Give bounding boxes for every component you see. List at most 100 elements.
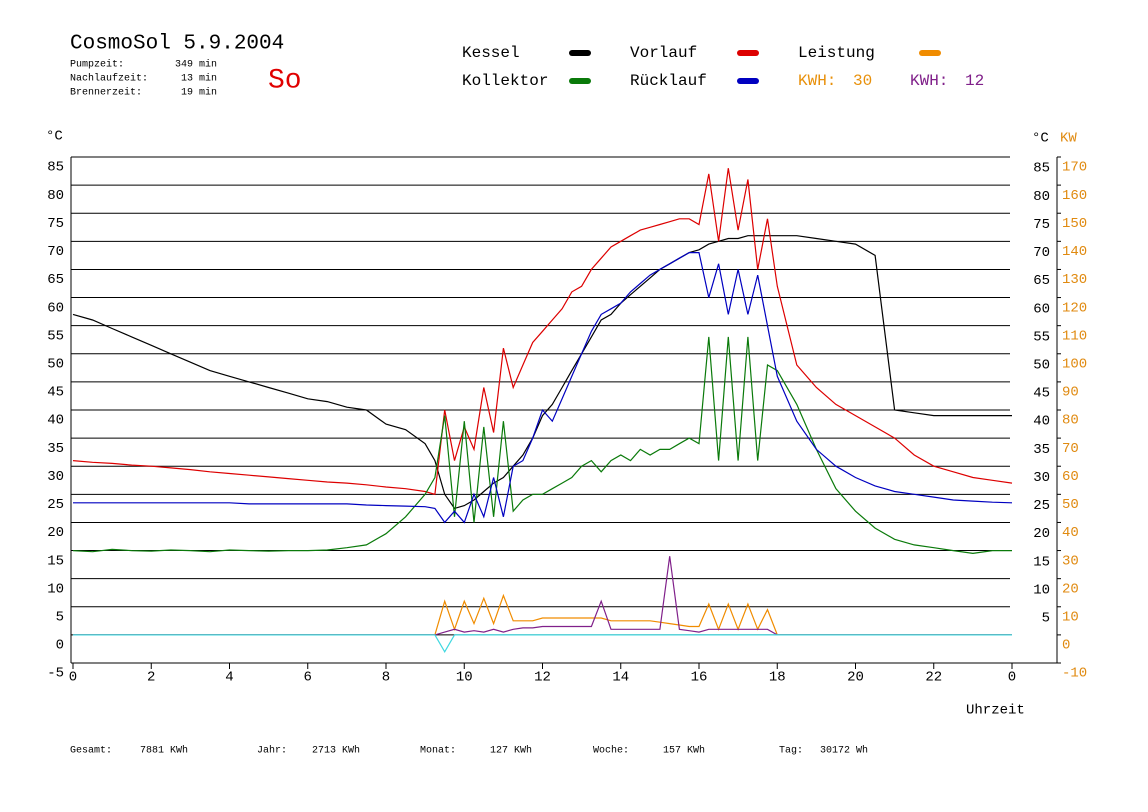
y2-tick-label: 130	[1062, 272, 1087, 288]
total-value: 7881 KWh	[140, 745, 188, 757]
series-line	[72, 336, 1012, 555]
total-label: Monat:	[420, 746, 456, 757]
kwh-value: 30	[853, 72, 872, 90]
y2-tick-label: 90	[1062, 385, 1079, 401]
y-tick-label-right: 65	[1033, 273, 1050, 289]
y-tick-label: 30	[47, 469, 64, 485]
y-tick-label-right: 40	[1033, 414, 1050, 430]
y2-tick-label: 120	[1062, 300, 1087, 316]
y2-tick-label: 150	[1062, 216, 1087, 232]
total-label: Woche:	[593, 745, 629, 757]
x-tick-label: 12	[534, 670, 551, 686]
x-tick-label: 2	[147, 670, 155, 686]
y-tick-label-right: 30	[1033, 470, 1050, 486]
legend-label: Leistung	[798, 44, 875, 62]
y2-tick-label: -10	[1062, 666, 1087, 682]
total-value: 127 KWh	[490, 745, 532, 757]
kwh-label: KWH:	[910, 72, 948, 90]
y-axis-label: °C	[46, 129, 63, 145]
x-tick-label: 8	[382, 670, 390, 686]
y2-tick-label: 140	[1062, 244, 1087, 260]
legend-label: Kessel	[462, 44, 520, 62]
series-line	[73, 634, 1012, 653]
info-label: Nachlaufzeit:	[70, 73, 148, 85]
legend-label: Vorlauf	[630, 44, 697, 62]
series-line	[73, 556, 1012, 636]
x-tick-label: 20	[847, 670, 864, 686]
y2-tick-label: 20	[1062, 581, 1079, 597]
y-tick-label-right: 25	[1033, 498, 1050, 514]
y-tick-label-right: 70	[1033, 245, 1050, 261]
y-tick-label-right: 60	[1033, 301, 1050, 317]
y-tick-label: 75	[47, 216, 64, 232]
info-value: 349 min	[175, 59, 217, 71]
y-tick-label-right: 10	[1033, 582, 1050, 598]
total-value: 2713 KWh	[312, 745, 360, 757]
x-axis-label: Uhrzeit	[966, 703, 1025, 719]
legend-label: Kollektor	[462, 72, 548, 90]
x-tick-label: 6	[304, 670, 312, 686]
total-label: Gesamt:	[70, 746, 112, 757]
y2-axis-label: KW	[1060, 131, 1077, 147]
x-tick-label: 10	[456, 670, 473, 686]
series-line	[73, 593, 1012, 636]
y2-tick-label: 110	[1062, 328, 1087, 344]
y2-tick-label: 0	[1062, 638, 1070, 654]
total-label: Jahr:	[257, 745, 287, 757]
y-tick-label: 10	[47, 581, 64, 597]
y-tick-label-right: 85	[1033, 161, 1050, 177]
y-tick-label-right: 20	[1033, 526, 1050, 542]
x-tick-label: 0	[69, 670, 77, 686]
y-tick-label: 80	[47, 188, 64, 204]
y-tick-label-right: 55	[1033, 329, 1050, 345]
y-tick-label: -5	[47, 666, 64, 682]
y-tick-label-right: 45	[1033, 386, 1050, 402]
y2-tick-label: 70	[1062, 441, 1079, 457]
y2-tick-label: 50	[1062, 497, 1079, 513]
total-label: Tag:	[779, 746, 803, 757]
legend-label: Rücklauf	[630, 72, 707, 90]
x-tick-label: 4	[225, 670, 233, 686]
y-tick-label: 55	[47, 328, 64, 344]
x-tick-label: 22	[925, 670, 942, 686]
kwh-label: KWH:	[798, 72, 836, 90]
y-tick-label: 20	[47, 525, 64, 541]
y-tick-label: 60	[47, 300, 64, 316]
x-tick-label: 0	[1008, 670, 1016, 686]
y-tick-label-right: 75	[1033, 217, 1050, 233]
y-tick-label: 85	[47, 160, 64, 176]
kwh-value: 12	[965, 72, 984, 90]
x-tick-label: 18	[769, 670, 786, 686]
total-value: 157 KWh	[663, 745, 705, 757]
x-tick-label: 14	[612, 670, 629, 686]
y2-tick-label: 10	[1062, 609, 1079, 625]
series-line	[72, 168, 1013, 496]
y2-tick-label: 170	[1062, 160, 1087, 176]
y-tick-label-right: 15	[1033, 554, 1050, 570]
series-line	[73, 252, 1013, 524]
y-tick-label: 25	[47, 497, 64, 513]
y-tick-label: 35	[47, 441, 64, 457]
y-tick-label: 65	[47, 272, 64, 288]
y-tick-label: 5	[56, 609, 64, 625]
y-tick-label-right: 5	[1042, 610, 1050, 626]
info-value: 19 min	[181, 87, 217, 99]
info-label: Brennerzeit:	[70, 87, 142, 99]
total-value: 30172 Wh	[820, 745, 868, 757]
y2-tick-label: 160	[1062, 188, 1087, 204]
y2-axis-label-celsius: °C	[1032, 131, 1049, 147]
series-line	[72, 235, 1012, 510]
y-tick-label: 50	[47, 356, 64, 372]
y2-tick-label: 80	[1062, 413, 1079, 429]
y-tick-label-right: 80	[1033, 189, 1050, 205]
y-tick-label: 0	[56, 638, 64, 654]
y2-tick-label: 30	[1062, 553, 1079, 569]
y-tick-label: 40	[47, 413, 64, 429]
y-tick-label: 70	[47, 244, 64, 260]
info-value: 13 min	[181, 73, 217, 85]
y-tick-label-right: 35	[1033, 442, 1050, 458]
day-label: So	[268, 65, 302, 96]
x-tick-label: 16	[691, 670, 708, 686]
y2-tick-label: 60	[1062, 469, 1079, 485]
chart-title: CosmoSol 5.9.2004	[70, 33, 284, 56]
